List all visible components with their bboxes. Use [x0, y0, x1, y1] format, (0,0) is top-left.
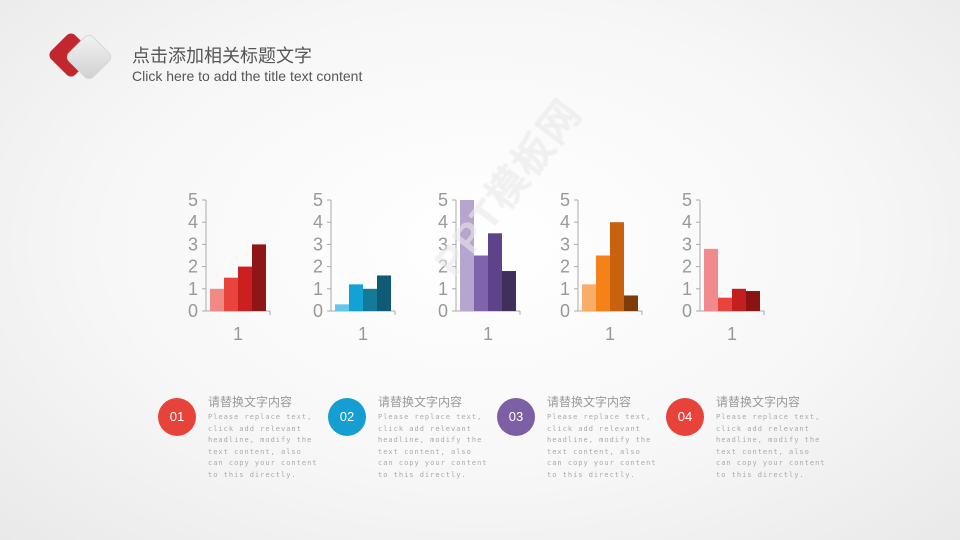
item-title: 请替换文字内容 — [378, 395, 463, 409]
bar-series-3 — [610, 222, 624, 311]
bar-series-4 — [252, 244, 266, 311]
y-tick-label: 5 — [188, 190, 198, 210]
bar-series-2 — [349, 284, 363, 311]
y-tick-label: 2 — [682, 257, 692, 277]
y-tick-label: 5 — [438, 190, 448, 210]
x-tick-label: 1 — [233, 324, 243, 344]
item-description: Please replace text, click add relevant … — [716, 413, 826, 479]
y-tick-label: 4 — [560, 212, 570, 232]
page-subtitle: Click here to add the title text content — [132, 68, 363, 84]
bar-series-4 — [624, 295, 638, 311]
y-tick-label: 0 — [188, 301, 198, 321]
x-tick-label: 1 — [727, 324, 737, 344]
y-tick-label: 1 — [682, 279, 692, 299]
bar-series-4 — [377, 275, 391, 311]
y-tick-label: 0 — [313, 301, 323, 321]
item-title: 请替换文字内容 — [716, 395, 801, 409]
number-badge: 02 — [328, 398, 366, 436]
y-tick-label: 5 — [560, 190, 570, 210]
bar-series-2 — [596, 255, 610, 311]
y-tick-label: 3 — [560, 234, 570, 254]
x-tick-label: 1 — [358, 324, 368, 344]
y-tick-label: 5 — [313, 190, 323, 210]
item-description: Please replace text, click add relevant … — [208, 413, 318, 479]
y-tick-label: 0 — [438, 301, 448, 321]
x-tick-label: 1 — [605, 324, 615, 344]
bar-series-2 — [718, 297, 732, 311]
bar-series-4 — [502, 271, 516, 311]
number-badge: 01 — [158, 398, 196, 436]
x-tick-label: 1 — [483, 324, 493, 344]
y-tick-label: 0 — [560, 301, 570, 321]
logo-icon — [46, 30, 126, 90]
y-tick-label: 3 — [188, 234, 198, 254]
y-tick-label: 3 — [682, 234, 692, 254]
bar-series-3 — [363, 288, 377, 311]
bar-series-2 — [224, 277, 238, 311]
bar-series-3 — [732, 288, 746, 311]
y-tick-label: 2 — [560, 257, 570, 277]
y-tick-label: 2 — [438, 257, 448, 277]
bar-series-1 — [335, 304, 349, 311]
bar-series-3 — [488, 233, 502, 311]
y-tick-label: 1 — [438, 279, 448, 299]
bar-series-1 — [704, 248, 718, 311]
y-tick-label: 5 — [682, 190, 692, 210]
item-description: Please replace text, click add relevant … — [378, 413, 488, 479]
y-tick-label: 0 — [682, 301, 692, 321]
bar-series-2 — [474, 255, 488, 311]
y-tick-label: 3 — [438, 234, 448, 254]
info-item-3: 03 请替换文字内容 Please replace text, click ad… — [497, 390, 662, 490]
y-tick-label: 2 — [188, 257, 198, 277]
bar-series-4 — [746, 291, 760, 311]
y-tick-label: 4 — [188, 212, 198, 232]
bar-series-1 — [210, 288, 224, 311]
item-title: 请替换文字内容 — [547, 395, 632, 409]
y-tick-label: 4 — [438, 212, 448, 232]
y-tick-label: 3 — [313, 234, 323, 254]
y-tick-label: 1 — [313, 279, 323, 299]
y-tick-label: 4 — [682, 212, 692, 232]
item-title: 请替换文字内容 — [208, 395, 293, 409]
page-title: 点击添加相关标题文字 — [132, 46, 312, 66]
y-tick-label: 4 — [313, 212, 323, 232]
y-tick-label: 1 — [188, 279, 198, 299]
y-tick-label: 1 — [560, 279, 570, 299]
bar-series-1 — [460, 200, 474, 311]
bar-series-1 — [582, 284, 596, 311]
info-item-1: 01 请替换文字内容 Please replace text, click ad… — [158, 390, 323, 490]
info-item-2: 02 请替换文字内容 Please replace text, click ad… — [328, 390, 493, 490]
bar-series-3 — [238, 266, 252, 311]
info-item-4: 04 请替换文字内容 Please replace text, click ad… — [666, 390, 831, 490]
number-badge: 04 — [666, 398, 704, 436]
y-tick-label: 2 — [313, 257, 323, 277]
number-badge: 03 — [497, 398, 535, 436]
item-description: Please replace text, click add relevant … — [547, 413, 657, 479]
